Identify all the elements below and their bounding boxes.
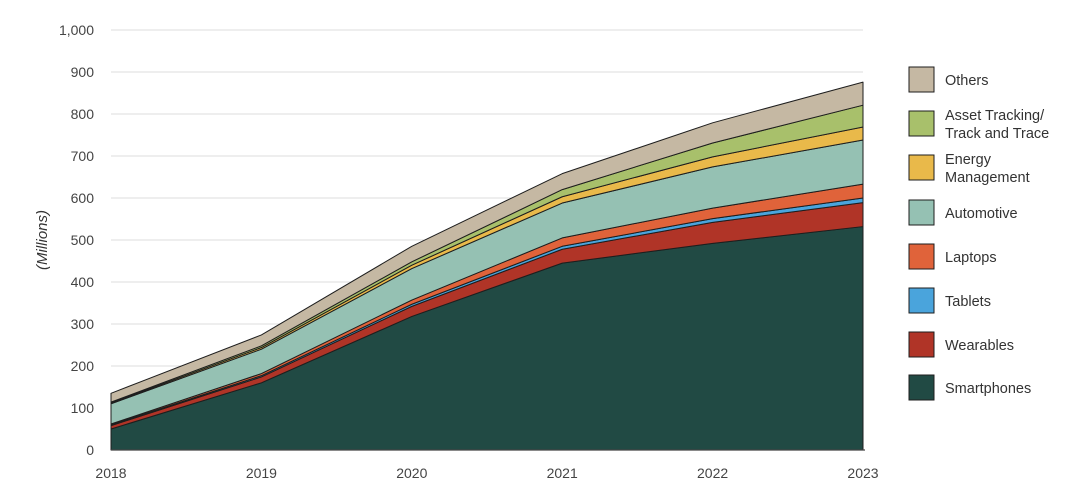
legend-label: Management (945, 170, 1030, 186)
legend-label: Asset Tracking/ (945, 108, 1045, 124)
legend-item-tablets: Tablets (908, 287, 991, 314)
legend-item-smartphones: Smartphones (908, 374, 1031, 401)
y-tick-label: 800 (71, 106, 95, 122)
legend-label: Automotive (945, 206, 1018, 222)
y-tick-label: 0 (86, 442, 94, 458)
legend-label: Wearables (945, 338, 1014, 354)
x-tick-label: 2023 (847, 465, 878, 481)
x-tick-label: 2019 (246, 465, 277, 481)
y-tick-label: 200 (71, 358, 95, 374)
x-tick-label: 2018 (95, 465, 126, 481)
legend-item-wearables: Wearables (908, 331, 1014, 358)
y-tick-label: 900 (71, 64, 95, 80)
x-tick-label: 2022 (697, 465, 728, 481)
legend-item-asset-tracking-track-and-trace: Asset Tracking/Track and Trace (908, 108, 1049, 142)
legend-label: Track and Trace (945, 126, 1049, 142)
x-tick-label: 2021 (547, 465, 578, 481)
x-axis-tick-labels: 2018 2019 2020 2021 2022 2023 (95, 465, 878, 481)
legend-swatch (908, 66, 935, 93)
x-tick-label: 2020 (396, 465, 427, 481)
legend-swatch (908, 199, 935, 226)
legend-swatch (908, 331, 935, 358)
legend-swatch (908, 287, 935, 314)
legend-label: Tablets (945, 294, 991, 310)
y-tick-label: 300 (71, 316, 95, 332)
legend-label: Energy (945, 152, 992, 168)
legend-swatch (908, 110, 935, 137)
legend-label: Smartphones (945, 381, 1031, 397)
y-tick-label: 700 (71, 148, 95, 164)
y-axis-tick-labels: 0 100 200 300 400 500 600 700 800 900 1,000 (59, 22, 94, 458)
y-tick-label: 600 (71, 190, 95, 206)
legend-swatch (908, 374, 935, 401)
y-tick-label: 400 (71, 274, 95, 290)
y-tick-label: 1,000 (59, 22, 94, 38)
legend-label: Others (945, 73, 989, 89)
legend-swatch (908, 243, 935, 270)
area-others (110, 81, 864, 403)
y-tick-label: 500 (71, 232, 95, 248)
area-series (110, 81, 864, 451)
legend: Others Asset Tracking/Track and Trace Ener… (908, 66, 1049, 401)
y-axis-label: (Millions) (34, 210, 51, 270)
legend-label: Laptops (945, 250, 997, 266)
legend-item-automotive: Automotive (908, 199, 1018, 226)
legend-item-laptops: Laptops (908, 243, 997, 270)
y-tick-label: 100 (71, 400, 95, 416)
legend-item-others: Others (908, 66, 989, 93)
legend-item-energy-management: Energy Management (908, 152, 1030, 186)
legend-swatch (908, 154, 935, 181)
